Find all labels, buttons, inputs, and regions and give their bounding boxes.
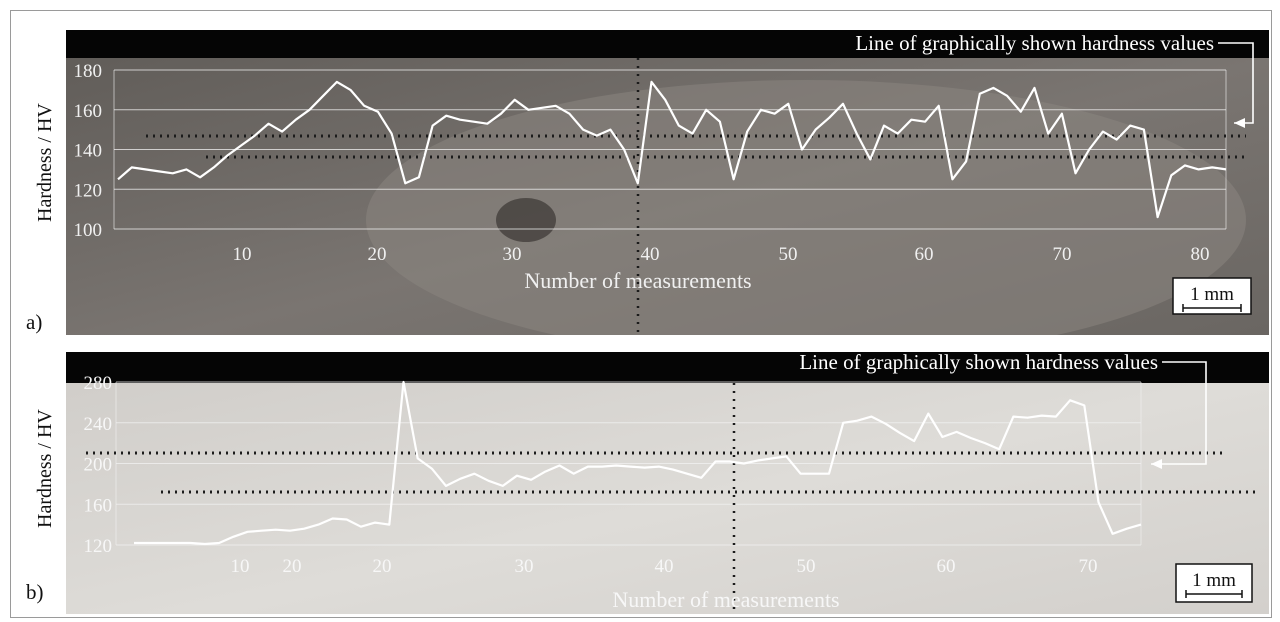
y-tick-label: 200 — [84, 455, 113, 476]
x-tick-label: 20 — [373, 556, 392, 577]
y-tick-label: 240 — [84, 414, 113, 435]
x-tick-label: 40 — [655, 556, 674, 577]
x-axis-label: Number of measurements — [524, 268, 751, 293]
x-tick-label: 30 — [503, 244, 522, 265]
panel-label-a: a) — [26, 310, 42, 335]
x-tick-label: 50 — [797, 556, 816, 577]
dark-inclusion — [496, 198, 556, 242]
x-tick-label: 70 — [1079, 556, 1098, 577]
y-tick-label: 140 — [74, 141, 103, 162]
y-tick-label: 160 — [74, 101, 103, 122]
x-tick-label: 60 — [937, 556, 956, 577]
x-tick-label: 40 — [641, 244, 660, 265]
scale-bar-label: 1 mm — [1190, 284, 1234, 305]
chart-panel-a: 100 120 140 160 180 10 20 30 40 50 60 70 80 Number of… — [66, 30, 1269, 335]
y-tick-label: 100 — [74, 220, 103, 241]
x-tick-label: 60 — [915, 244, 934, 265]
annotation-text: Line of graphically shown hardness value… — [799, 352, 1158, 374]
x-axis-label: Number of measurements — [612, 587, 839, 612]
x-tick-label: 50 — [779, 244, 798, 265]
y-axis-label-b: Hardness / HV — [34, 409, 57, 528]
hardness-chart-b: 120 160 200 240 280 10 20 20 30 40 50 60 70 Number of… — [66, 352, 1269, 614]
y-tick-label: 180 — [74, 61, 103, 82]
x-tick-label: 80 — [1191, 244, 1210, 265]
chart-panel-b: 120 160 200 240 280 10 20 20 30 40 50 60 70 Number of… — [66, 352, 1269, 614]
y-tick-label: 160 — [84, 495, 113, 516]
x-tick-label: 70 — [1053, 244, 1072, 265]
x-tick-label: 10 — [233, 244, 252, 265]
y-tick-label: 120 — [84, 536, 113, 557]
scale-bar-label: 1 mm — [1192, 570, 1236, 591]
annotation-text: Line of graphically shown hardness value… — [855, 31, 1214, 55]
y-tick-label: 120 — [74, 180, 103, 201]
y-tick-label: 280 — [84, 373, 113, 394]
y-axis-label-a: Hardness / HV — [34, 103, 57, 222]
x-tick-label: 30 — [515, 556, 534, 577]
panel-label-b: b) — [26, 580, 44, 605]
x-tick-label: 20 — [368, 244, 387, 265]
x-tick-label: 20 — [283, 556, 302, 577]
x-tick-label: 10 — [231, 556, 250, 577]
hardness-chart-a: 100 120 140 160 180 10 20 30 40 50 60 70 80 Number of… — [66, 30, 1269, 335]
